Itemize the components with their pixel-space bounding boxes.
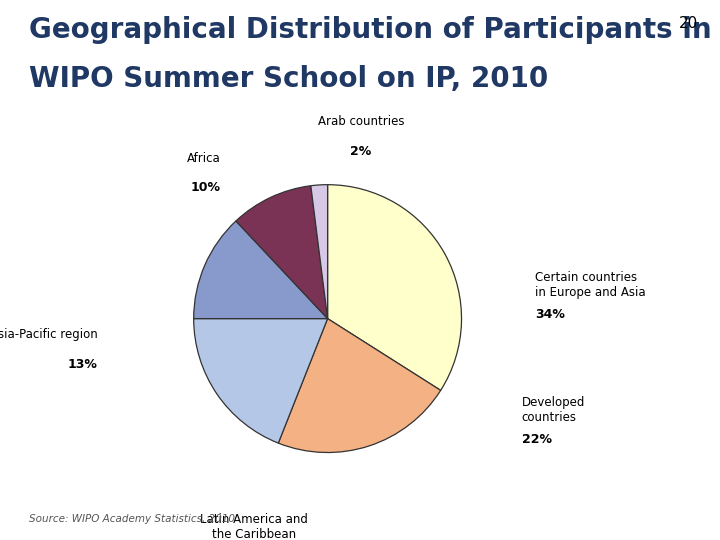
Text: Latin America and
the Caribbean: Latin America and the Caribbean bbox=[200, 513, 308, 540]
Text: 2%: 2% bbox=[351, 145, 372, 158]
Wedge shape bbox=[194, 221, 328, 319]
Text: Africa: Africa bbox=[186, 152, 220, 165]
Text: 34%: 34% bbox=[535, 308, 565, 321]
Text: Arab countries: Arab countries bbox=[318, 116, 405, 129]
Text: 13%: 13% bbox=[68, 357, 97, 370]
Text: Source: WIPO Academy Statistics, 2010: Source: WIPO Academy Statistics, 2010 bbox=[29, 514, 235, 524]
Text: Asia-Pacific region: Asia-Pacific region bbox=[0, 328, 97, 341]
Wedge shape bbox=[279, 319, 441, 453]
Wedge shape bbox=[311, 185, 328, 319]
Text: Certain countries
in Europe and Asia: Certain countries in Europe and Asia bbox=[535, 271, 646, 299]
Wedge shape bbox=[236, 186, 328, 319]
Text: Developed
countries: Developed countries bbox=[522, 396, 585, 424]
Text: 10%: 10% bbox=[191, 181, 220, 194]
Text: Geographical Distribution of Participants in: Geographical Distribution of Participant… bbox=[29, 16, 711, 44]
Text: WIPO Summer School on IP, 2010: WIPO Summer School on IP, 2010 bbox=[29, 65, 548, 93]
Wedge shape bbox=[328, 185, 462, 390]
Text: 22%: 22% bbox=[522, 433, 552, 446]
Text: 20: 20 bbox=[679, 16, 698, 31]
Wedge shape bbox=[194, 319, 328, 443]
